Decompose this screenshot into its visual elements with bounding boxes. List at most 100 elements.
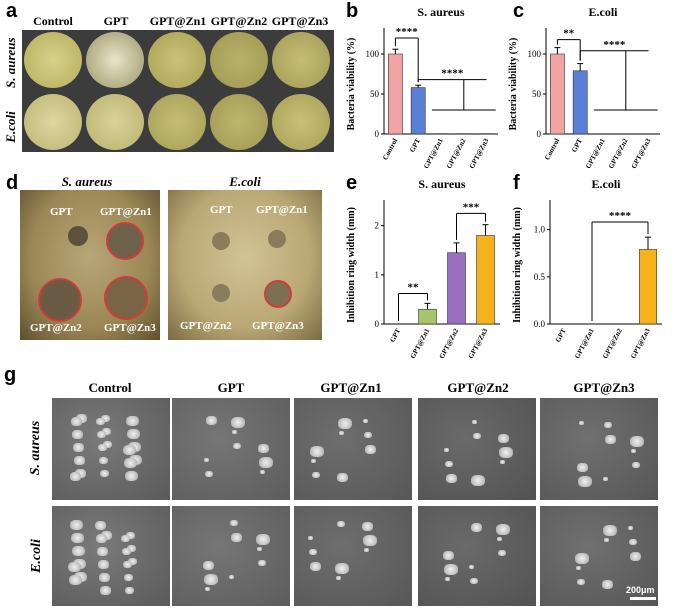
- col-header-gpt-zn2: GPT@Zn2: [210, 14, 268, 28]
- bacterium: [123, 445, 136, 456]
- sem-image: [294, 398, 412, 500]
- chart-b: S. aureus Bacteria viability (%) 0 50 100 Con…: [346, 5, 498, 170]
- y-tick-label: 0: [375, 129, 380, 139]
- bacterium: [363, 419, 368, 423]
- bacterium: [204, 458, 209, 462]
- bacterium: [257, 547, 262, 551]
- plate-e-coli-gpt-zn3: [272, 94, 330, 150]
- panel-letter-c: c: [513, 0, 525, 22]
- zone-label-gpt-ec: GPT: [210, 204, 233, 216]
- x-tick-label: GPT: [570, 137, 584, 154]
- bacterium: [472, 420, 477, 424]
- bacterium: [205, 587, 210, 591]
- bacterium: [469, 565, 474, 569]
- bacterium: [445, 461, 453, 468]
- bacterium: [98, 444, 107, 452]
- x-tick-label: GPT@Zn1: [409, 327, 432, 358]
- bacterium: [628, 526, 633, 530]
- col-header-gpt: GPT: [103, 14, 129, 28]
- bacterium: [363, 535, 377, 547]
- bacterium: [123, 561, 132, 569]
- bacterium: [445, 577, 450, 581]
- bacterium: [73, 443, 84, 452]
- bacterium: [100, 470, 109, 478]
- bacterium: [497, 537, 502, 541]
- plate-e-coli-gpt-zn2: [210, 94, 268, 150]
- bacterium: [121, 535, 130, 543]
- bacterium: [122, 548, 131, 556]
- well-gpt-zn2-ec: [212, 284, 230, 302]
- bacterium: [498, 550, 506, 557]
- bacterium: [74, 456, 85, 465]
- bacterium: [260, 470, 265, 474]
- bacterium: [125, 587, 134, 595]
- sem-image: [540, 506, 658, 606]
- bacterium: [577, 579, 585, 586]
- bacterium: [471, 475, 485, 487]
- panel-letter-g: g: [4, 364, 17, 386]
- sem-image: [172, 398, 290, 500]
- bacterium: [632, 462, 640, 469]
- plate-s-aureus-gpt: [86, 32, 144, 88]
- g-row-e-coli: E.coli: [29, 539, 44, 573]
- bacterium: [102, 428, 111, 436]
- bacterium: [337, 473, 348, 482]
- x-tick-label: GPT@Zn1: [422, 137, 445, 170]
- g-col-gpt-zn2: GPT@Zn2: [447, 380, 509, 395]
- g-col-gpt: GPT: [217, 380, 245, 395]
- panel-letter-a: a: [6, 0, 18, 22]
- bacterium: [229, 575, 234, 579]
- sem-image: [418, 398, 536, 500]
- panel-d-left-title: S. aureus: [61, 174, 113, 189]
- bacterium: [337, 521, 345, 528]
- chart-title: E.coli: [589, 5, 619, 19]
- significance-label: **: [408, 282, 420, 294]
- bacterium: [311, 459, 316, 463]
- bacterium: [203, 561, 214, 570]
- bacterium: [444, 448, 449, 452]
- panel-letter-f: f: [513, 172, 520, 194]
- bacterium: [335, 563, 349, 575]
- chart-c: E.coli Bacteria viability (%) 0 50 100 Contro…: [508, 5, 660, 170]
- sem-image: [294, 506, 412, 606]
- bar: [418, 308, 437, 325]
- bacterium: [259, 457, 273, 469]
- x-tick-label: GPT@Zn3: [630, 137, 653, 170]
- g-col-gpt-zn3: GPT@Zn3: [573, 380, 635, 395]
- bacterium: [99, 457, 108, 465]
- y-tick-label: 0: [375, 319, 380, 329]
- y-tick-label: 2: [375, 221, 380, 231]
- y-axis-label: Inhibition ring width (mm): [512, 207, 523, 323]
- bacterium: [124, 574, 133, 582]
- x-tick-label: GPT@Zn3: [468, 137, 491, 170]
- significance-label: ****: [396, 26, 419, 38]
- bacterium: [312, 472, 320, 479]
- bacterium: [310, 562, 321, 571]
- bacterium: [309, 549, 317, 556]
- bar: [639, 249, 657, 325]
- x-tick-label: Control: [543, 137, 561, 161]
- chart-title: S. aureus: [418, 177, 465, 191]
- significance-label: ****: [441, 68, 464, 80]
- bacterium: [231, 417, 245, 429]
- y-tick-label: 0.0: [534, 319, 546, 329]
- zone-plate-s-aureus: GPT GPT@Zn1 GPT@Zn2 GPT@Zn3: [20, 190, 160, 340]
- panel-letter-e: e: [346, 172, 358, 194]
- well-gpt-zn2: [38, 278, 82, 322]
- plate-s-aureus-gpt-zn3: [272, 32, 330, 88]
- bacterium: [338, 418, 352, 430]
- g-col-gpt-zn1: GPT@Zn1: [320, 380, 382, 395]
- bacterium: [128, 558, 137, 566]
- zone-label-gpt-zn2-ec: GPT@Zn2: [180, 320, 232, 332]
- zone-label-gpt-zn1-ec: GPT@Zn1: [256, 204, 308, 216]
- bacterium: [578, 476, 592, 488]
- y-tick-label: 0.5: [534, 272, 546, 282]
- x-tick-label: GPT@Zn2: [438, 327, 461, 358]
- bacterium: [630, 436, 644, 448]
- bacterium: [496, 524, 510, 536]
- x-tick-label: Control: [381, 137, 399, 161]
- row-label-e-coli: E.coli: [3, 111, 18, 143]
- bacterium: [72, 546, 85, 557]
- bar: [388, 53, 403, 135]
- zone-label-gpt-zn2: GPT@Zn2: [30, 322, 82, 334]
